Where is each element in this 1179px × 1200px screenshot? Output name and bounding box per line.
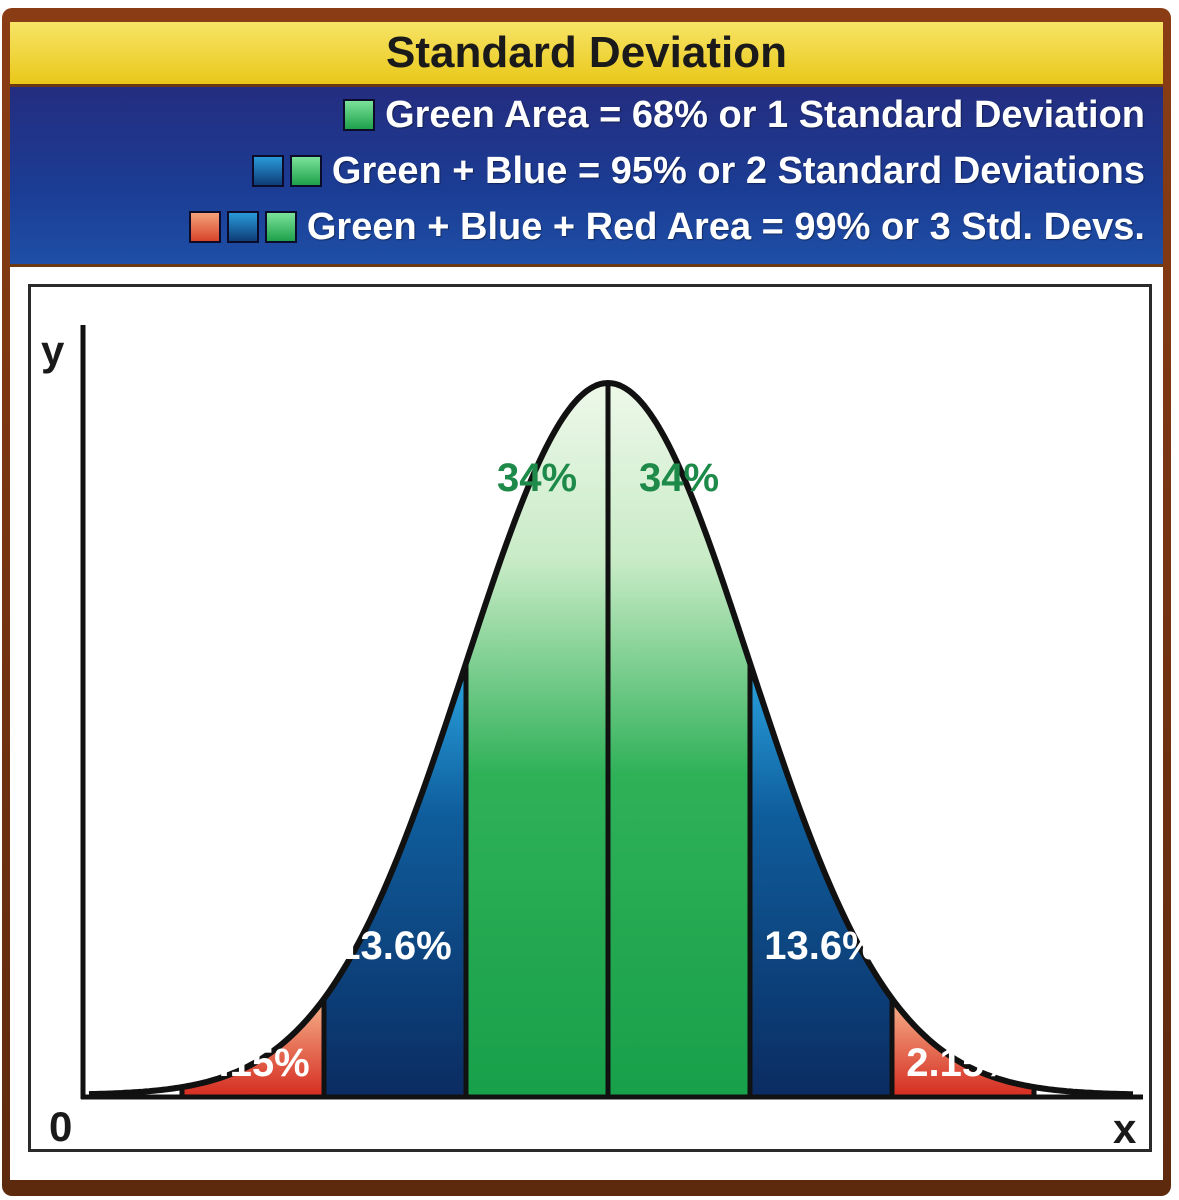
blue-swatch [226,211,259,243]
legend-row-green-blue: Green + Blue = 95% or 2 Standard Deviati… [246,147,1145,195]
legend-label-green: Green Area = 68% or 1 Standard Deviation [385,93,1145,136]
region-label-6: 2.15% [906,1041,1019,1085]
region-red-6 [892,998,1034,1095]
bell-curve-plot: y x 0 2.15% 13.6% 34% 34% 13.6% 2.15% [41,325,1143,1149]
legend: Green Area = 68% or 1 Standard Deviation… [10,87,1163,267]
legend-label-green-blue: Green + Blue = 95% or 2 Standard Deviati… [331,149,1145,192]
legend-row-green: Green Area = 68% or 1 Standard Deviation [337,91,1145,139]
region-label-1: 2.15% [196,1041,309,1085]
chart-area: y x 0 2.15% 13.6% 34% 34% 13.6% 2.15% [28,284,1152,1152]
green-swatch [289,155,322,187]
x-axis-label: x [1113,1105,1137,1149]
legend-row-green-blue-red: Green + Blue + Red Area = 99% or 3 Std. … [183,203,1145,251]
green-swatch [343,99,376,131]
region-label-5: 13.6% [764,924,877,968]
region-label-2: 13.6% [338,924,451,968]
sigma-dividers [179,383,1037,1095]
y-axis-label: y [41,327,65,374]
blue-swatch [251,155,284,187]
region-label-4: 34% [639,456,719,500]
region-label-3: 34% [497,456,577,500]
diagram-frame: Standard Deviation Green Area = 68% or 1… [2,8,1171,1196]
legend-label-green-blue-red: Green + Blue + Red Area = 99% or 3 Std. … [306,205,1145,248]
diagram-panel: Standard Deviation Green Area = 68% or 1… [10,22,1163,1180]
red-swatch [188,211,221,243]
green-swatch [264,211,297,243]
region-red-1 [182,998,324,1095]
normal-curve [88,380,1133,1098]
region-labels: 2.15% 13.6% 34% 34% 13.6% 2.15% [196,456,1019,1085]
diagram-title: Standard Deviation [386,28,787,77]
origin-label: 0 [49,1103,72,1149]
title-bar: Standard Deviation [10,22,1163,87]
